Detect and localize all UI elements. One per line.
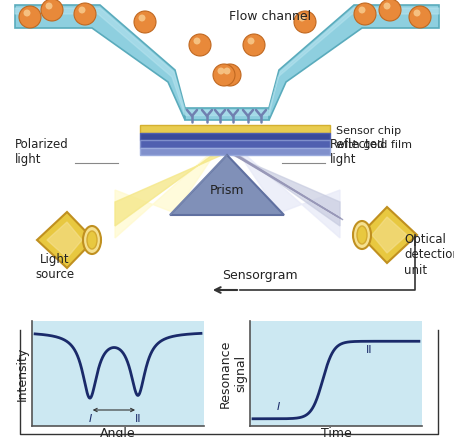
Circle shape: [74, 3, 96, 25]
Polygon shape: [232, 150, 340, 226]
Circle shape: [189, 34, 211, 56]
Circle shape: [24, 10, 30, 17]
Circle shape: [298, 14, 306, 21]
Circle shape: [138, 14, 145, 21]
Circle shape: [414, 10, 420, 17]
Circle shape: [379, 0, 401, 21]
X-axis label: Angle: Angle: [100, 427, 136, 437]
Circle shape: [217, 67, 224, 74]
Circle shape: [223, 67, 231, 74]
Y-axis label: Resonance
signal: Resonance signal: [219, 340, 247, 408]
Text: Reflected
light: Reflected light: [330, 138, 385, 166]
Polygon shape: [37, 212, 94, 268]
Polygon shape: [170, 155, 227, 215]
Circle shape: [359, 7, 365, 14]
Polygon shape: [140, 140, 330, 148]
Circle shape: [243, 34, 265, 56]
Circle shape: [41, 0, 63, 21]
Polygon shape: [269, 8, 439, 115]
Circle shape: [134, 11, 156, 33]
X-axis label: Time: Time: [321, 427, 351, 437]
Circle shape: [384, 3, 390, 10]
Circle shape: [409, 6, 431, 28]
Circle shape: [219, 64, 241, 86]
Text: Sensorgram: Sensorgram: [222, 269, 298, 282]
Text: Optical
detection
unit: Optical detection unit: [404, 232, 454, 277]
Circle shape: [354, 3, 376, 25]
Text: Sensor chip
with gold film: Sensor chip with gold film: [336, 126, 412, 149]
Circle shape: [79, 7, 85, 14]
Polygon shape: [232, 143, 340, 238]
Polygon shape: [372, 217, 407, 253]
Ellipse shape: [83, 226, 101, 254]
Text: I: I: [276, 402, 280, 412]
Text: Light
source: Light source: [35, 253, 74, 281]
Polygon shape: [185, 108, 269, 120]
Circle shape: [193, 38, 201, 45]
Ellipse shape: [353, 221, 371, 249]
Circle shape: [45, 3, 53, 10]
Text: II: II: [366, 345, 372, 355]
Y-axis label: Intensity: Intensity: [16, 347, 29, 401]
Polygon shape: [15, 5, 185, 120]
Polygon shape: [269, 5, 439, 120]
Circle shape: [19, 6, 41, 28]
Polygon shape: [185, 110, 269, 115]
Text: I: I: [88, 414, 91, 424]
Circle shape: [213, 64, 235, 86]
Circle shape: [294, 11, 316, 33]
Text: II: II: [135, 414, 141, 424]
Circle shape: [247, 38, 255, 45]
Polygon shape: [140, 148, 330, 155]
Text: Flow channel: Flow channel: [229, 10, 311, 23]
Text: Prism: Prism: [210, 184, 244, 197]
Polygon shape: [115, 148, 222, 226]
Polygon shape: [140, 125, 330, 133]
Polygon shape: [360, 207, 417, 263]
Ellipse shape: [87, 231, 97, 249]
Polygon shape: [15, 8, 185, 115]
Polygon shape: [47, 222, 82, 258]
Polygon shape: [170, 155, 284, 215]
Polygon shape: [115, 143, 222, 238]
Polygon shape: [140, 133, 330, 140]
Ellipse shape: [357, 226, 367, 244]
Text: Polarized
light: Polarized light: [15, 138, 69, 166]
